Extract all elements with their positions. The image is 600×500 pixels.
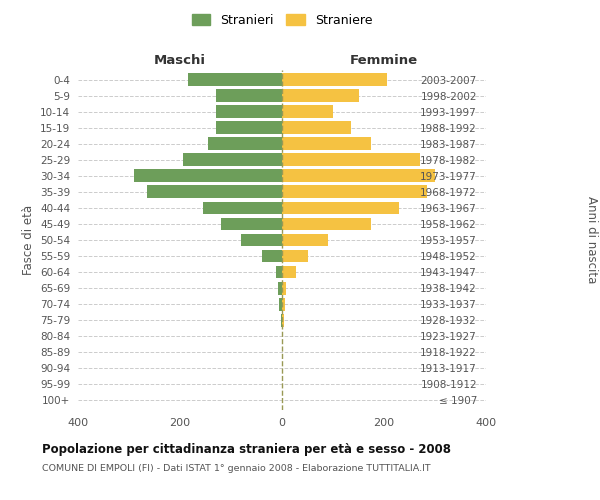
Bar bbox=[282, 250, 308, 262]
Bar bbox=[216, 122, 282, 134]
Legend: Stranieri, Straniere: Stranieri, Straniere bbox=[187, 8, 377, 32]
Bar bbox=[203, 202, 282, 214]
Y-axis label: Fasce di età: Fasce di età bbox=[22, 205, 35, 275]
Bar bbox=[282, 154, 420, 166]
Bar bbox=[182, 154, 282, 166]
Bar bbox=[281, 314, 282, 326]
Bar bbox=[262, 250, 282, 262]
Bar bbox=[221, 218, 282, 230]
Text: Popolazione per cittadinanza straniera per età e sesso - 2008: Popolazione per cittadinanza straniera p… bbox=[42, 442, 451, 456]
Bar bbox=[208, 138, 282, 150]
Text: Femmine: Femmine bbox=[350, 54, 418, 67]
Bar bbox=[282, 202, 400, 214]
Bar bbox=[276, 266, 282, 278]
Bar bbox=[282, 106, 333, 118]
Bar bbox=[282, 138, 371, 150]
Bar bbox=[282, 266, 296, 278]
Bar bbox=[282, 282, 286, 294]
Bar bbox=[282, 186, 427, 198]
Bar bbox=[282, 89, 359, 102]
Text: Anni di nascita: Anni di nascita bbox=[584, 196, 598, 284]
Bar bbox=[282, 314, 284, 326]
Bar bbox=[216, 89, 282, 102]
Bar bbox=[282, 234, 328, 246]
Bar bbox=[282, 73, 386, 86]
Text: COMUNE DI EMPOLI (FI) - Dati ISTAT 1° gennaio 2008 - Elaborazione TUTTITALIA.IT: COMUNE DI EMPOLI (FI) - Dati ISTAT 1° ge… bbox=[42, 464, 431, 473]
Bar bbox=[241, 234, 282, 246]
Bar bbox=[282, 298, 284, 310]
Bar bbox=[134, 170, 282, 182]
Bar bbox=[279, 298, 282, 310]
Bar bbox=[147, 186, 282, 198]
Bar bbox=[282, 218, 371, 230]
Bar bbox=[188, 73, 282, 86]
Bar bbox=[282, 122, 351, 134]
Bar bbox=[282, 170, 435, 182]
Bar bbox=[278, 282, 282, 294]
Bar bbox=[216, 106, 282, 118]
Text: Maschi: Maschi bbox=[154, 54, 206, 67]
